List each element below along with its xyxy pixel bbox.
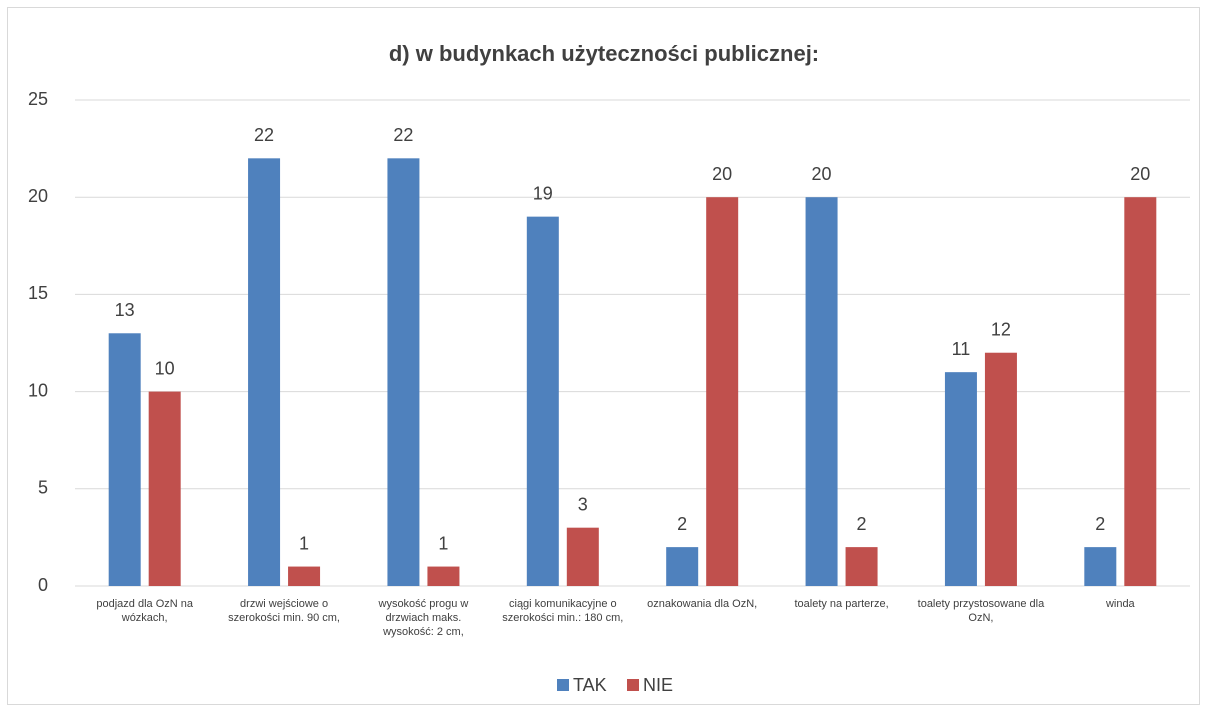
data-label: 13 xyxy=(115,300,135,320)
bar xyxy=(984,352,1017,586)
bar xyxy=(526,216,559,586)
data-label: 2 xyxy=(1095,514,1105,534)
bar xyxy=(248,158,281,586)
bar xyxy=(148,391,181,586)
bar xyxy=(566,527,599,586)
bar xyxy=(427,566,460,586)
x-tick-label: winda xyxy=(1105,598,1135,610)
bar xyxy=(288,566,321,586)
data-label: 2 xyxy=(677,514,687,534)
x-tick-label: oznakowania dla OzN, xyxy=(647,598,758,610)
data-label: 22 xyxy=(393,125,413,145)
legend-swatch xyxy=(557,679,569,691)
data-label: 1 xyxy=(299,533,309,553)
bar xyxy=(1084,547,1117,586)
legend-label: NIE xyxy=(643,675,673,695)
bar xyxy=(805,197,838,586)
y-tick-label: 10 xyxy=(28,380,48,400)
bar xyxy=(1124,197,1157,586)
y-tick-label: 5 xyxy=(38,478,48,498)
data-label: 20 xyxy=(712,164,732,184)
bar xyxy=(944,372,977,586)
y-tick-label: 15 xyxy=(28,283,48,303)
data-label: 11 xyxy=(952,339,971,359)
y-tick-label: 0 xyxy=(38,575,48,595)
legend-label: TAK xyxy=(573,675,607,695)
bar xyxy=(108,333,141,586)
bar xyxy=(845,547,878,586)
y-tick-label: 25 xyxy=(28,89,48,109)
data-label: 12 xyxy=(991,319,1011,339)
y-tick-label: 20 xyxy=(28,186,48,206)
data-label: 3 xyxy=(578,494,588,514)
legend-swatch xyxy=(627,679,639,691)
data-label: 19 xyxy=(533,183,553,203)
data-label: 1 xyxy=(438,533,448,553)
x-tick-label: podjazd dla OzN na wózkach, xyxy=(96,598,193,624)
data-label: 20 xyxy=(812,164,832,184)
bar xyxy=(706,197,739,586)
chart-title: d) w budynkach użyteczności publicznej: xyxy=(389,41,819,66)
x-tick-label: toalety na parterze, xyxy=(794,598,889,610)
bar xyxy=(666,547,699,586)
bar xyxy=(387,158,420,586)
x-tick-label: ciągi komunikacyjne o szerokości min.: 1… xyxy=(502,598,624,624)
data-label: 20 xyxy=(1130,164,1150,184)
data-label: 10 xyxy=(155,358,175,378)
x-tick-label: toalety przystosowane dla OzN, xyxy=(917,598,1045,624)
x-tick-label: drzwi wejściowe o szerokości min. 90 cm, xyxy=(228,598,340,624)
data-label: 22 xyxy=(254,125,274,145)
x-tick-label: wysokość progu w drzwiach maks. wysokość… xyxy=(378,598,469,638)
data-label: 2 xyxy=(857,514,867,534)
